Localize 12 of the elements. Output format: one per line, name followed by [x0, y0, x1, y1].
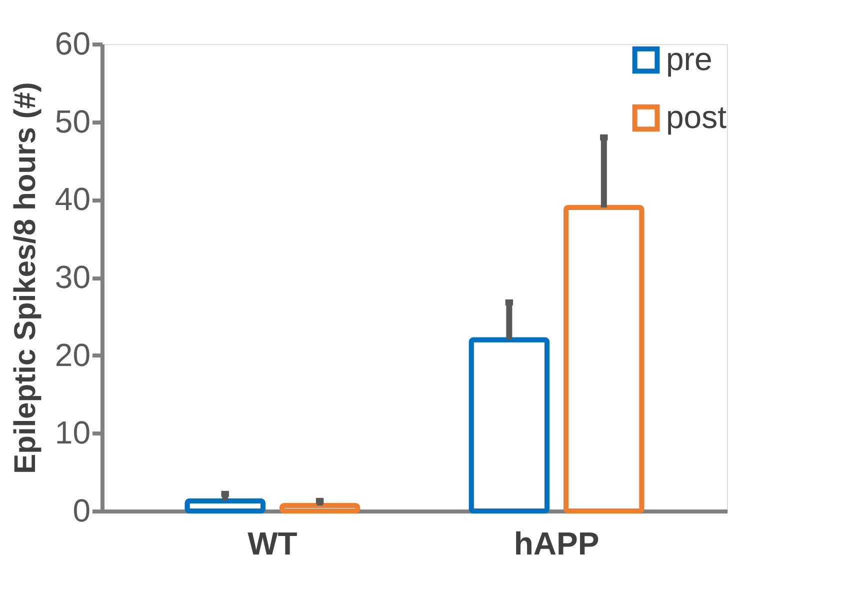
y-tick-label: 20 — [54, 336, 90, 373]
y-tick-label: 50 — [54, 103, 90, 140]
x-tick-label: hAPP — [514, 526, 600, 562]
x-tick-label: WT — [248, 526, 298, 562]
y-tick-label: 10 — [54, 414, 90, 451]
y-tick-label: 0 — [72, 492, 90, 528]
y-tick-label: 40 — [54, 181, 90, 218]
legend-label: pre — [666, 41, 712, 77]
legend-label: post — [666, 99, 727, 135]
y-tick-label: 60 — [54, 26, 90, 62]
y-tick-label: 30 — [54, 259, 90, 295]
y-axis-title: Epileptic Spikes/8 hours (#) — [8, 82, 42, 474]
